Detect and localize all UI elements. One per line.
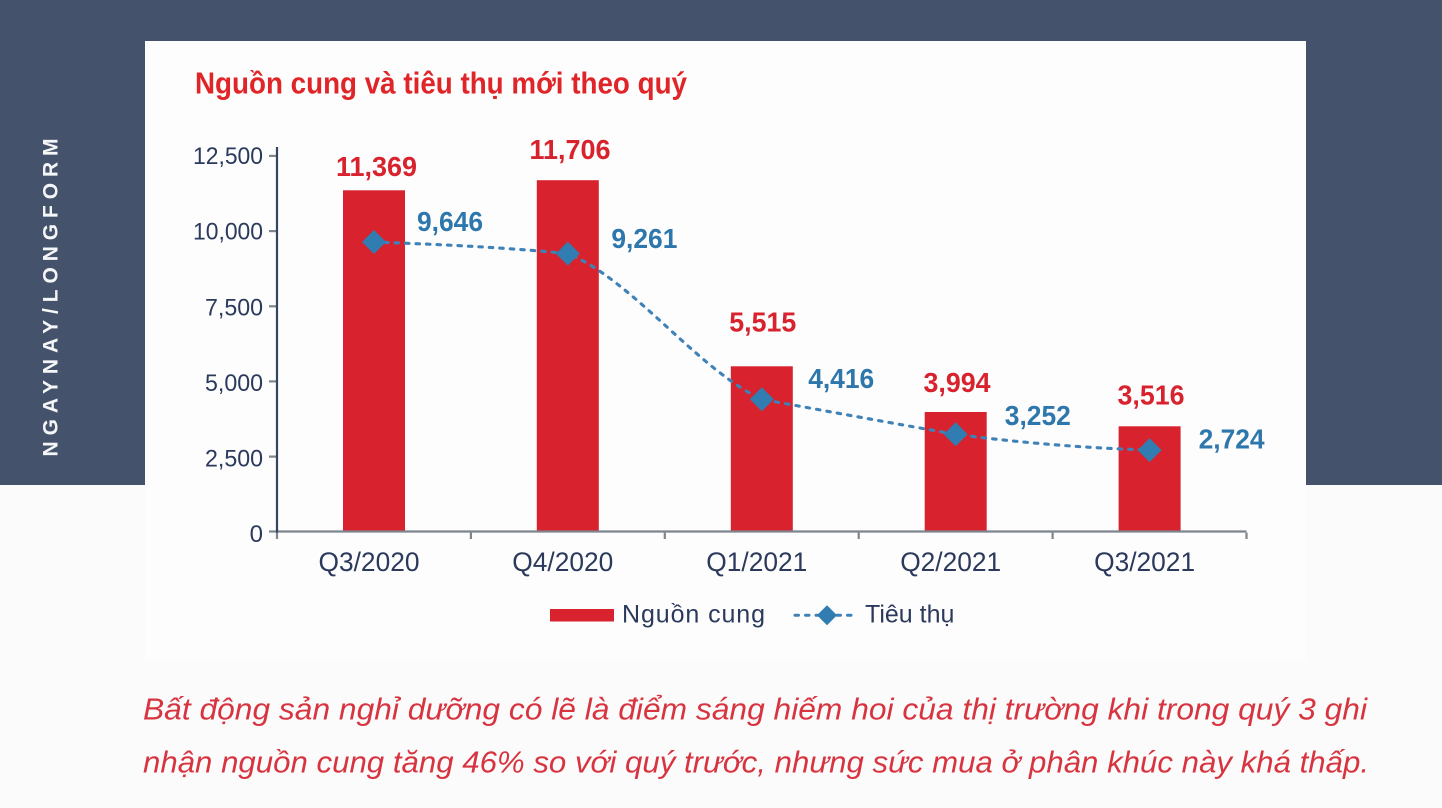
svg-text:Nguồn cung và tiêu thụ mới the: Nguồn cung và tiêu thụ mới theo quý — [195, 66, 688, 101]
svg-text:0: 0 — [250, 521, 263, 548]
svg-text:3,252: 3,252 — [1005, 400, 1071, 431]
svg-text:NGAYNAY/LONGFORM: NGAYNAY/LONGFORM — [40, 133, 63, 457]
svg-text:Q3/2020: Q3/2020 — [319, 547, 420, 577]
svg-text:5,000: 5,000 — [205, 370, 263, 397]
svg-text:3,994: 3,994 — [924, 367, 991, 398]
svg-text:2,724: 2,724 — [1199, 424, 1265, 455]
svg-text:11,369: 11,369 — [336, 151, 417, 182]
svg-text:3,516: 3,516 — [1118, 379, 1185, 410]
svg-text:Q1/2021: Q1/2021 — [706, 547, 807, 577]
svg-text:11,706: 11,706 — [530, 134, 611, 165]
svg-text:Q4/2020: Q4/2020 — [512, 547, 613, 577]
svg-text:Q2/2021: Q2/2021 — [900, 547, 1001, 577]
svg-text:Nguồn cung: Nguồn cung — [622, 601, 765, 629]
svg-text:9,646: 9,646 — [417, 206, 483, 237]
svg-text:5,515: 5,515 — [729, 307, 796, 338]
svg-text:10,000: 10,000 — [193, 219, 263, 246]
svg-text:12,500: 12,500 — [193, 143, 263, 170]
svg-text:nhận nguồn cung tăng 46% so vớ: nhận nguồn cung tăng 46% so với quý trướ… — [143, 745, 1369, 780]
svg-text:Q3/2021: Q3/2021 — [1094, 547, 1195, 577]
svg-text:Tiêu thụ: Tiêu thụ — [865, 601, 954, 629]
svg-text:Bất động sản nghỉ dưỡng có lẽ: Bất động sản nghỉ dưỡng có lẽ là điểm sá… — [143, 692, 1368, 727]
svg-text:4,416: 4,416 — [808, 363, 874, 394]
svg-text:2,500: 2,500 — [205, 445, 263, 472]
svg-text:9,261: 9,261 — [611, 223, 677, 254]
svg-text:7,500: 7,500 — [205, 294, 263, 321]
